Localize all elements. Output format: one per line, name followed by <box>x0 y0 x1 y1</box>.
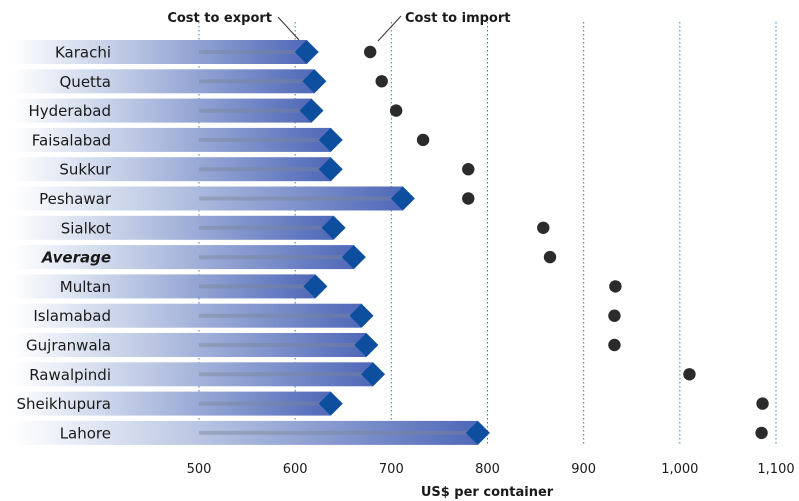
legend-cost-to-export: Cost to export <box>167 11 272 26</box>
city-label: Hyderabad <box>29 102 112 120</box>
import-point <box>462 163 475 176</box>
x-tick-label: 600 <box>283 462 308 477</box>
export-point <box>318 391 343 416</box>
export-point <box>294 40 319 64</box>
row-band <box>12 127 331 152</box>
city-label: Sukkur <box>59 161 111 179</box>
export-point <box>341 245 366 270</box>
city-label: Islamabad <box>33 307 111 325</box>
city-label: Multan <box>60 278 111 296</box>
row-band <box>12 333 367 357</box>
row-band <box>12 362 374 387</box>
import-point <box>608 338 621 352</box>
x-tick-label: 1,100 <box>757 462 794 477</box>
export-point <box>318 127 343 152</box>
row-band <box>12 215 334 240</box>
row-band <box>12 157 331 182</box>
import-point <box>543 250 557 264</box>
legend: Cost to export Cost to import <box>167 11 511 42</box>
x-tick-label: 900 <box>571 462 596 477</box>
dumbbell-marks <box>199 40 769 445</box>
city-labels: Karachi Quetta Hyderabad Faisalabad Sukkur Pe… <box>16 44 111 443</box>
city-label: Average <box>41 249 111 267</box>
legend-export-leader <box>277 16 300 41</box>
city-label: Gujranwala <box>26 337 111 355</box>
import-point <box>389 104 403 117</box>
export-point <box>299 98 324 123</box>
city-label: Faisalabad <box>32 131 111 149</box>
import-point <box>755 426 768 440</box>
export-point <box>465 420 490 445</box>
row-band <box>12 274 316 299</box>
row-band <box>12 186 403 211</box>
x-tick-label: 1,000 <box>661 462 698 477</box>
import-point <box>462 192 475 205</box>
legend-cost-to-import: Cost to import <box>405 11 511 26</box>
city-label: Quetta <box>60 73 112 91</box>
import-point <box>375 75 388 88</box>
city-label: Lahore <box>60 424 111 442</box>
row-band <box>12 245 354 270</box>
city-label: Karachi <box>55 44 111 62</box>
city-label: Peshawar <box>39 190 112 208</box>
import-point <box>537 221 550 234</box>
row-band <box>12 98 312 123</box>
row-band <box>12 391 331 416</box>
export-point <box>321 215 346 240</box>
x-tick-label: 800 <box>475 462 500 477</box>
import-point <box>363 45 377 59</box>
x-tick-label: 700 <box>379 462 404 477</box>
row-bands <box>12 40 478 445</box>
legend-import-leader <box>377 15 402 42</box>
import-point <box>416 133 430 147</box>
row-band <box>12 40 307 64</box>
row-band <box>12 69 315 94</box>
row-band <box>12 420 478 445</box>
import-point <box>683 368 696 381</box>
x-tick-label: 500 <box>187 462 212 477</box>
export-point <box>349 303 374 328</box>
import-point <box>609 280 622 293</box>
city-label: Rawalpindi <box>29 366 111 384</box>
x-axis: 500 600 700 800 900 1,000 1,100 US$ per contain… <box>187 462 795 500</box>
city-label: Sialkot <box>61 219 111 237</box>
import-point <box>756 397 769 410</box>
export-point <box>390 186 415 211</box>
x-axis-title: US$ per container <box>421 485 554 500</box>
city-label: Sheikhupura <box>16 395 111 413</box>
export-point <box>303 274 328 299</box>
export-point <box>318 157 343 182</box>
export-point <box>354 333 379 357</box>
export-point <box>302 69 327 94</box>
row-band <box>12 303 362 328</box>
import-point <box>608 309 621 322</box>
export-point <box>361 362 386 387</box>
